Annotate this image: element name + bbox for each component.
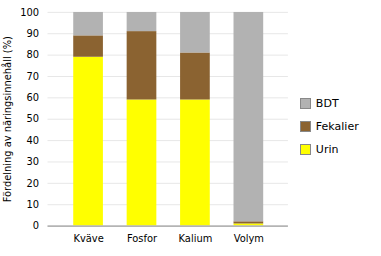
svg-text:Fosfor: Fosfor — [127, 233, 158, 244]
svg-text:Kalium: Kalium — [179, 233, 213, 244]
html-text:Urin: Urin — [315, 143, 339, 157]
svg-text:70: 70 — [27, 71, 40, 82]
svg-text:0: 0 — [33, 220, 39, 231]
svg-text:Volym: Volym — [234, 233, 264, 244]
html-text:BDT: BDT — [315, 97, 339, 111]
svg-text:Kväve: Kväve — [73, 233, 103, 244]
svg-text:60: 60 — [27, 92, 40, 103]
svg-text:80: 80 — [27, 49, 40, 60]
svg-text:10: 10 — [27, 199, 40, 210]
svg-text:Fördelning av näringsinnehåll: Fördelning av näringsinnehåll (%) — [0, 36, 12, 202]
svg-text:40: 40 — [27, 135, 40, 146]
svg-text:20: 20 — [27, 178, 40, 189]
svg-text:30: 30 — [27, 156, 40, 167]
svg-text:90: 90 — [27, 28, 40, 39]
svg-text:100: 100 — [20, 7, 39, 18]
svg-text:50: 50 — [27, 113, 40, 124]
html-text:Fekalier: Fekalier — [315, 120, 359, 134]
